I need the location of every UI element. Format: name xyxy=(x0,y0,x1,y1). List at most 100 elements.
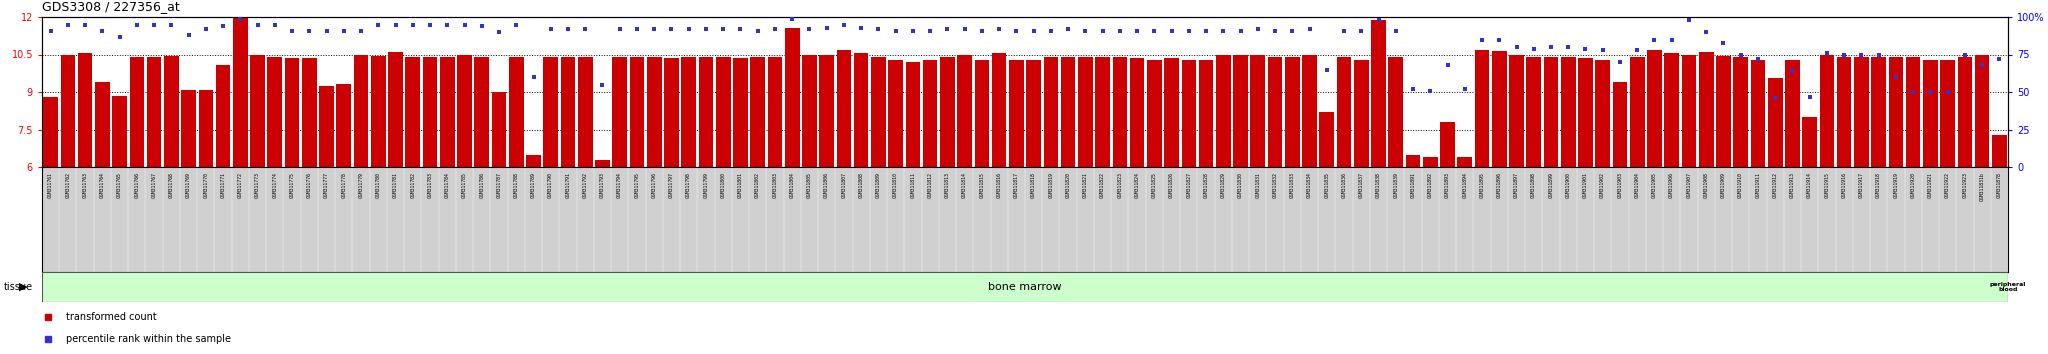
Point xyxy=(793,26,825,32)
Bar xyxy=(1217,55,1231,317)
Bar xyxy=(1182,59,1196,317)
Point xyxy=(1880,74,1913,80)
Text: GSM311814: GSM311814 xyxy=(963,172,967,198)
Point xyxy=(811,25,844,30)
Text: GSM311897: GSM311897 xyxy=(1513,172,1520,198)
Text: GSM311836: GSM311836 xyxy=(1341,172,1346,198)
Bar xyxy=(1923,59,1937,317)
Text: GSM311768: GSM311768 xyxy=(168,172,174,198)
Text: GSM311820: GSM311820 xyxy=(1065,172,1071,198)
Text: GSM311837: GSM311837 xyxy=(1358,172,1364,198)
Point xyxy=(1432,62,1464,68)
Point xyxy=(1155,28,1188,33)
Point xyxy=(1690,29,1722,35)
Bar xyxy=(1077,57,1094,317)
Bar xyxy=(182,90,197,317)
Bar xyxy=(991,53,1006,317)
Bar xyxy=(1303,55,1317,317)
Text: GSM311913: GSM311913 xyxy=(1790,172,1794,198)
Point xyxy=(328,28,360,33)
Bar xyxy=(924,59,938,317)
Bar xyxy=(526,154,541,317)
Point xyxy=(414,22,446,27)
Text: GSM311788: GSM311788 xyxy=(514,172,518,198)
Text: GDS3308 / 227356_at: GDS3308 / 227356_at xyxy=(43,0,180,13)
Bar xyxy=(1853,57,1868,317)
Text: GSM311906: GSM311906 xyxy=(1669,172,1673,198)
Point xyxy=(1552,44,1585,50)
Point xyxy=(1794,94,1827,99)
Bar xyxy=(940,57,954,317)
Point xyxy=(379,22,412,27)
Point xyxy=(1759,95,1792,101)
Text: GSM311769: GSM311769 xyxy=(186,172,190,198)
Point xyxy=(1448,86,1481,92)
Point xyxy=(70,22,102,27)
Text: GSM311799: GSM311799 xyxy=(702,172,709,198)
Text: GSM311830: GSM311830 xyxy=(1239,172,1243,198)
Point xyxy=(1190,28,1223,33)
Point xyxy=(1604,59,1636,65)
Bar xyxy=(508,57,524,317)
Bar xyxy=(1458,157,1473,317)
Bar xyxy=(1268,57,1282,317)
Point xyxy=(1518,46,1550,51)
Text: GSM311807: GSM311807 xyxy=(842,172,846,198)
Bar xyxy=(975,59,989,317)
Point xyxy=(1327,28,1360,33)
Point xyxy=(948,26,981,32)
Text: GSM311833: GSM311833 xyxy=(1290,172,1294,198)
Point xyxy=(1139,28,1171,33)
Text: GSM311798: GSM311798 xyxy=(686,172,692,198)
Bar xyxy=(905,62,920,317)
Bar xyxy=(440,57,455,317)
Text: GSM311825: GSM311825 xyxy=(1151,172,1157,198)
Bar xyxy=(1888,57,1903,317)
Text: GSM311891: GSM311891 xyxy=(1411,172,1415,198)
Bar xyxy=(819,55,834,317)
Text: GSM311896: GSM311896 xyxy=(1497,172,1501,198)
Text: GSM311817: GSM311817 xyxy=(1014,172,1018,198)
Point xyxy=(500,22,532,27)
Text: GSM311784: GSM311784 xyxy=(444,172,451,198)
Text: GSM311831b: GSM311831b xyxy=(1980,172,1985,201)
Text: GSM311822: GSM311822 xyxy=(1100,172,1106,198)
Bar xyxy=(1647,50,1661,317)
Text: GSM311917: GSM311917 xyxy=(1860,172,1864,198)
Bar xyxy=(1733,57,1749,317)
Text: GSM311915: GSM311915 xyxy=(1825,172,1829,198)
Text: GSM311831: GSM311831 xyxy=(1255,172,1260,198)
Text: GSM311805: GSM311805 xyxy=(807,172,811,198)
Point xyxy=(1260,28,1292,33)
Point xyxy=(1311,67,1343,72)
Point xyxy=(1741,56,1774,62)
Text: GSM311762: GSM311762 xyxy=(66,172,70,198)
Point xyxy=(397,22,430,27)
Point xyxy=(844,25,877,30)
Text: GSM311800: GSM311800 xyxy=(721,172,725,198)
Point xyxy=(1862,52,1894,57)
Bar xyxy=(215,64,231,317)
Text: GSM311827: GSM311827 xyxy=(1186,172,1192,198)
Bar xyxy=(1509,55,1524,317)
Bar xyxy=(1440,122,1454,317)
Point xyxy=(983,26,1016,32)
Point xyxy=(1483,37,1516,42)
Text: GSM311793: GSM311793 xyxy=(600,172,604,198)
Point xyxy=(465,23,498,29)
Text: GSM311808: GSM311808 xyxy=(858,172,864,198)
Text: GSM311916: GSM311916 xyxy=(1841,172,1847,198)
Point xyxy=(449,22,481,27)
Text: GSM311787: GSM311787 xyxy=(496,172,502,198)
Text: GSM311764: GSM311764 xyxy=(100,172,104,198)
Point xyxy=(258,22,291,27)
Text: GSM311894: GSM311894 xyxy=(1462,172,1466,198)
Point xyxy=(1931,89,1964,95)
Bar xyxy=(1372,19,1386,317)
Point xyxy=(1225,28,1257,33)
Text: GSM311892: GSM311892 xyxy=(1427,172,1434,198)
Point xyxy=(551,26,584,32)
Point xyxy=(862,26,895,32)
Point xyxy=(51,22,84,27)
Text: bone marrow: bone marrow xyxy=(989,282,1061,292)
